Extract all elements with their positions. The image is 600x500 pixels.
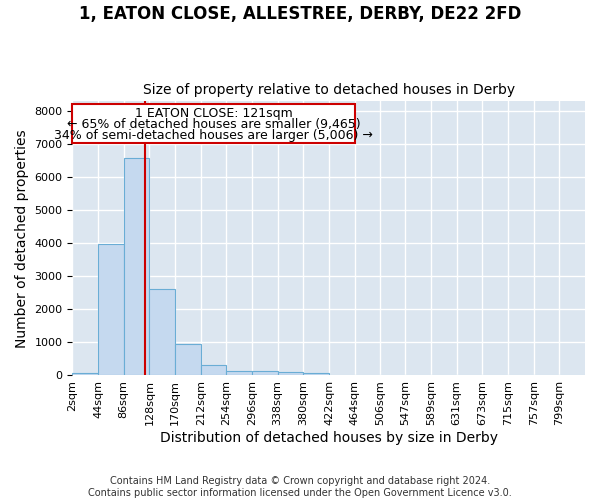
Bar — [252, 372, 278, 376]
Title: Size of property relative to detached houses in Derby: Size of property relative to detached ho… — [143, 83, 515, 97]
Bar — [278, 372, 304, 376]
Bar — [149, 289, 175, 376]
Text: 34% of semi-detached houses are larger (5,006) →: 34% of semi-detached houses are larger (… — [54, 129, 373, 142]
Bar — [73, 104, 355, 143]
Bar — [73, 373, 98, 376]
Bar — [98, 244, 124, 376]
Bar — [201, 365, 226, 376]
Text: ← 65% of detached houses are smaller (9,465): ← 65% of detached houses are smaller (9,… — [67, 118, 361, 131]
Y-axis label: Number of detached properties: Number of detached properties — [15, 129, 29, 348]
Text: Contains HM Land Registry data © Crown copyright and database right 2024.
Contai: Contains HM Land Registry data © Crown c… — [88, 476, 512, 498]
Text: 1 EATON CLOSE: 121sqm: 1 EATON CLOSE: 121sqm — [134, 107, 292, 120]
Text: 1, EATON CLOSE, ALLESTREE, DERBY, DE22 2FD: 1, EATON CLOSE, ALLESTREE, DERBY, DE22 2… — [79, 5, 521, 23]
Bar — [304, 373, 329, 376]
Bar — [226, 371, 252, 376]
X-axis label: Distribution of detached houses by size in Derby: Distribution of detached houses by size … — [160, 431, 498, 445]
Bar — [175, 344, 201, 376]
Bar — [124, 158, 149, 376]
